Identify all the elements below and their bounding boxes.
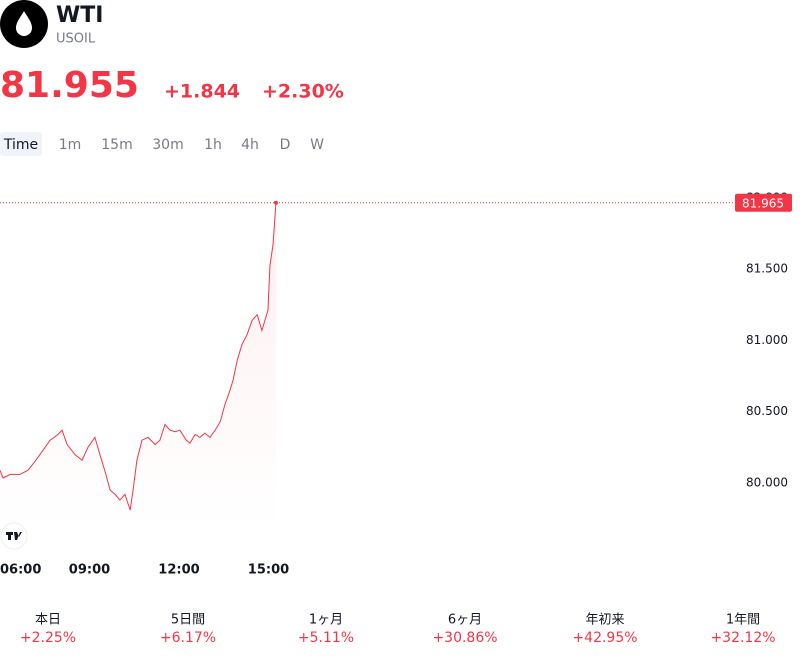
perf-value[interactable]: +32.12%: [710, 630, 775, 646]
perf-value[interactable]: +30.86%: [432, 630, 497, 646]
perf-value[interactable]: +5.11%: [298, 630, 354, 646]
x-tick-label: 09:00: [69, 563, 110, 578]
perf-label[interactable]: 本日: [35, 613, 61, 628]
y-tick-label: 81.500: [746, 262, 788, 276]
tab[interactable]: W: [310, 137, 324, 153]
logo-mark: [6, 532, 22, 540]
last-point: [273, 200, 278, 205]
perf-value[interactable]: +6.17%: [160, 630, 216, 646]
last-price-box: [735, 193, 792, 212]
perf-label[interactable]: 5日間: [171, 613, 205, 628]
tab[interactable]: 1h: [204, 137, 222, 153]
tab[interactable]: 1m: [59, 137, 82, 153]
drop-icon: [16, 11, 32, 36]
perf-label[interactable]: 6ヶ月: [448, 613, 482, 628]
title: WTI: [56, 3, 103, 28]
x-tick-label: 12:00: [158, 563, 199, 578]
y-tick-label: 81.000: [746, 333, 788, 347]
logo: [0, 522, 28, 550]
perf-value[interactable]: +2.25%: [20, 630, 76, 646]
change: +1.844: [164, 81, 240, 103]
change-percent: +2.30%: [262, 81, 344, 103]
perf-value[interactable]: +42.95%: [572, 630, 637, 646]
tab[interactable]: 4h: [241, 137, 259, 153]
x-tick-label: 06:00: [0, 563, 41, 578]
perf-label[interactable]: 1年間: [726, 613, 760, 628]
price: 81.955: [0, 65, 139, 106]
perf-label[interactable]: 1ヶ月: [309, 613, 343, 628]
y-tick-label: 80.500: [746, 404, 788, 418]
tab[interactable]: Time: [3, 137, 38, 153]
tab-selected-bg: [0, 132, 42, 156]
symbol: USOIL: [56, 32, 96, 47]
last-price-label: 81.965: [742, 196, 784, 210]
tab[interactable]: D: [280, 137, 291, 153]
x-tick-label: 15:00: [248, 563, 289, 578]
tab[interactable]: 15m: [101, 137, 132, 153]
perf-label[interactable]: 年初来: [585, 613, 624, 628]
tab[interactable]: 30m: [152, 137, 183, 153]
price-line: [0, 202, 277, 511]
y-tick-label: 80.000: [746, 475, 788, 489]
area: [0, 202, 276, 531]
